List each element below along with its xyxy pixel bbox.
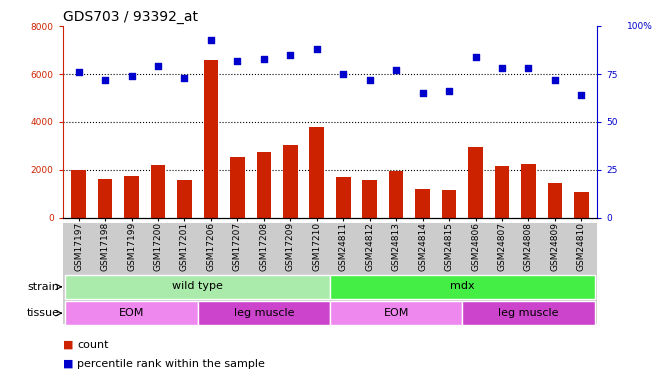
- Bar: [65, 302, 198, 325]
- Bar: [283, 145, 298, 218]
- Text: ■: ■: [63, 359, 73, 369]
- Point: [259, 56, 269, 62]
- Point: [364, 77, 375, 83]
- Point: [100, 77, 110, 83]
- Bar: [124, 176, 139, 217]
- Text: mdx: mdx: [450, 281, 475, 291]
- Point: [126, 73, 137, 79]
- Bar: [98, 179, 112, 218]
- Bar: [574, 192, 589, 217]
- Text: ■: ■: [63, 340, 73, 350]
- Bar: [330, 302, 462, 325]
- Text: leg muscle: leg muscle: [234, 308, 294, 318]
- Text: leg muscle: leg muscle: [498, 308, 559, 318]
- Text: strain: strain: [28, 282, 59, 292]
- Point: [444, 88, 454, 94]
- Text: count: count: [77, 340, 109, 350]
- Point: [338, 71, 348, 77]
- Bar: [362, 180, 377, 218]
- Point: [312, 46, 322, 52]
- Point: [285, 52, 296, 58]
- Bar: [71, 170, 86, 217]
- Bar: [204, 60, 218, 217]
- Text: wild type: wild type: [172, 281, 223, 291]
- Point: [471, 54, 481, 60]
- Bar: [548, 183, 562, 218]
- Point: [550, 77, 560, 83]
- Point: [417, 90, 428, 96]
- Bar: [198, 302, 330, 325]
- Bar: [415, 189, 430, 217]
- Bar: [177, 180, 191, 218]
- Point: [152, 63, 163, 69]
- Bar: [336, 177, 350, 218]
- Text: EOM: EOM: [119, 308, 144, 318]
- Bar: [310, 127, 324, 218]
- Bar: [462, 302, 595, 325]
- Bar: [230, 156, 245, 218]
- Point: [73, 69, 84, 75]
- Bar: [521, 164, 536, 218]
- Bar: [442, 190, 456, 217]
- Text: percentile rank within the sample: percentile rank within the sample: [77, 359, 265, 369]
- Point: [576, 92, 587, 98]
- Text: 100%: 100%: [627, 22, 653, 31]
- Point: [497, 65, 508, 71]
- Bar: [150, 165, 165, 218]
- Bar: [330, 275, 595, 298]
- Point: [232, 58, 243, 64]
- Bar: [257, 152, 271, 217]
- Bar: [469, 147, 483, 218]
- Point: [391, 67, 401, 73]
- Text: EOM: EOM: [383, 308, 409, 318]
- Text: tissue: tissue: [26, 308, 59, 318]
- Point: [206, 37, 216, 43]
- Point: [523, 65, 534, 71]
- Text: GDS703 / 93392_at: GDS703 / 93392_at: [63, 10, 198, 24]
- Bar: [495, 166, 510, 218]
- Bar: [65, 275, 330, 298]
- Bar: [389, 171, 403, 217]
- Point: [179, 75, 189, 81]
